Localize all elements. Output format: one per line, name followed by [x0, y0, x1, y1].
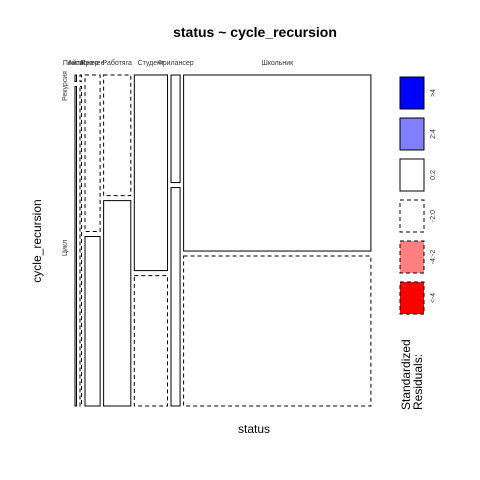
tile-3-0	[103, 74, 132, 197]
column-label: Айти	[68, 59, 84, 67]
legend-swatch	[399, 117, 425, 151]
legend-label: -4:-2	[430, 250, 437, 265]
legend-swatch	[399, 199, 425, 233]
column-label: Работяга	[103, 59, 132, 67]
tile-0-1	[74, 86, 78, 407]
column-label: Пенсионер	[63, 60, 99, 67]
legend-label: 2:4	[430, 129, 437, 139]
legend: >4 2:4 0:2 -2:0 -4:-2 <-4	[399, 76, 437, 315]
legend-label: >4	[430, 89, 437, 97]
tile-0-0	[74, 74, 78, 83]
legend-label: <-4	[430, 293, 437, 303]
legend-title-line2: Residuals:	[411, 354, 425, 410]
tile-4-1	[133, 275, 169, 407]
x-axis-title: status	[238, 422, 270, 436]
row-labels: Рекурсия Цикл	[62, 71, 69, 256]
tile-6-1	[183, 255, 372, 407]
tile-5-1	[170, 187, 181, 407]
tile-2-0	[84, 74, 101, 232]
y-axis-title: cycle_recursion	[30, 199, 44, 282]
tile-3-1	[103, 200, 132, 407]
column-label: Фрилансер	[157, 60, 193, 67]
legend-label: 0:2	[430, 170, 437, 180]
tile-5-0	[170, 74, 181, 184]
tile-1-1	[79, 86, 83, 407]
tile-1-0	[79, 74, 83, 83]
legend-label: -2:0	[430, 210, 437, 222]
legend-swatch	[399, 76, 425, 110]
mosaic-tiles	[74, 74, 372, 407]
column-label: Прочее	[81, 60, 105, 67]
legend-swatch	[399, 281, 425, 315]
row-label: Цикл	[62, 240, 69, 256]
tile-6-0	[183, 74, 372, 252]
legend-title-line1: Standardized	[399, 339, 413, 410]
tile-2-1	[84, 235, 101, 407]
column-label: Студент	[138, 60, 165, 67]
legend-swatch	[399, 158, 425, 192]
row-label: Рекурсия	[62, 71, 69, 101]
chart-title: status ~ cycle_recursion	[173, 24, 337, 40]
tile-4-0	[133, 74, 169, 272]
column-label: Школьник	[261, 60, 294, 67]
legend-swatch	[399, 240, 425, 274]
